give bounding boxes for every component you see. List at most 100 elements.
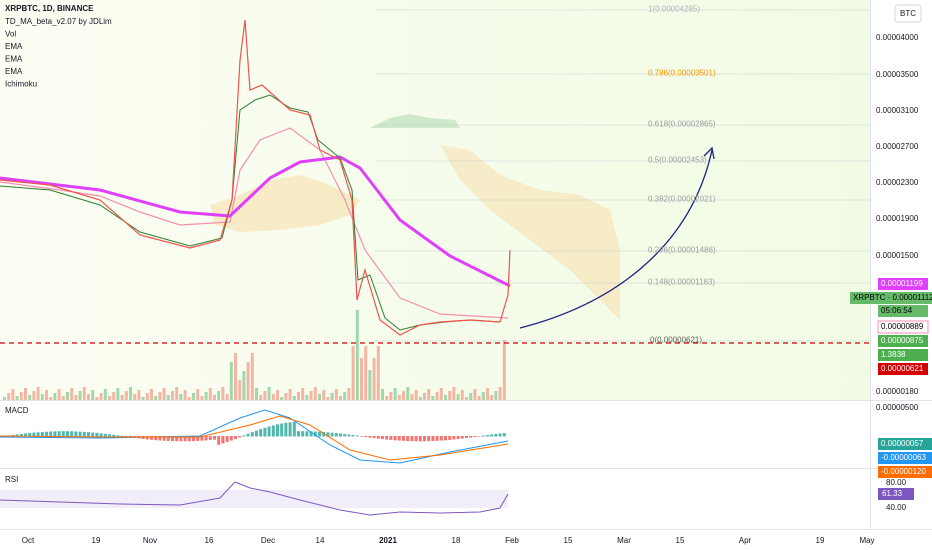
volume-bar [393, 388, 397, 400]
macd-bar [439, 436, 443, 441]
legend-entry: EMA [5, 67, 23, 76]
price-tag-label: 0.00001199 [881, 279, 923, 288]
price-tag-label: 0.00000875 [881, 336, 924, 345]
macd-bar [179, 436, 183, 442]
macd-bar [452, 436, 456, 440]
time-axis-label: May [859, 536, 874, 545]
macd-bar [473, 436, 477, 438]
volume-bar [145, 393, 149, 400]
macd-bar [120, 435, 124, 437]
volume-bar [477, 396, 481, 400]
rsi-pane [0, 469, 870, 529]
price-tag-label: 0.00000621 [881, 364, 924, 373]
time-axis-label: 15 [564, 536, 573, 545]
macd-bar [385, 436, 389, 440]
price-tag [878, 349, 928, 361]
macd-bar [40, 431, 44, 437]
macd-bar [402, 436, 405, 441]
macd-bar [393, 436, 397, 441]
macd-bar [229, 436, 233, 441]
price-axis-label: 0.00003500 [876, 70, 919, 79]
macd-bar [456, 436, 460, 440]
volume-bar [498, 387, 502, 400]
volume-bar [103, 389, 107, 400]
macd-bar [166, 436, 170, 441]
currency-label[interactable]: BTC [900, 9, 916, 18]
volume-bar [24, 388, 27, 400]
macd-bar [418, 436, 422, 442]
volume-bar [410, 394, 414, 400]
price-axis-label: 0.00004000 [876, 33, 919, 42]
ema-line [0, 155, 511, 288]
macd-bar [217, 436, 221, 445]
volume-bar [280, 397, 284, 400]
volume-bar [439, 388, 443, 400]
volume-bar [82, 387, 86, 400]
volume-bar [397, 395, 401, 400]
macd-bar [465, 436, 468, 439]
volume-bar [301, 388, 305, 400]
macd-bar [150, 436, 153, 440]
volume-bar [288, 389, 292, 400]
volume-bar [267, 387, 271, 400]
volume-bar [124, 391, 128, 400]
volume-bar [162, 388, 166, 400]
macd-bar [91, 432, 95, 437]
volume-bar [385, 396, 389, 400]
macd-bar [360, 436, 363, 437]
price-tag-label: 05:06:54 [881, 306, 913, 315]
time-axis-label: Nov [143, 536, 157, 545]
time-axis-label: 16 [205, 536, 214, 545]
macd-bar [162, 436, 166, 441]
volume-bar [15, 396, 19, 400]
macd-bar [267, 426, 271, 437]
macd-bar [66, 431, 69, 437]
fib-label: 0(0.00000621) [650, 336, 702, 345]
fib-label: 0.5(0.00002453) [648, 156, 707, 165]
volume-bar [141, 397, 145, 400]
volume-bar [246, 362, 250, 400]
pane-title: MACD [5, 406, 29, 415]
macd-bar [154, 436, 158, 441]
macd-bar [24, 433, 27, 437]
macd-bar [414, 436, 418, 442]
macd-tag [878, 466, 932, 478]
volume-bar [444, 395, 447, 400]
time-axis-label: 14 [316, 536, 325, 545]
volume-bar [494, 391, 498, 400]
price-tag-label: 0.00000889 [881, 322, 924, 331]
fib-label: 0.148(0.00001163) [648, 278, 715, 287]
macd-histogram [3, 421, 506, 445]
volume-bar [200, 396, 204, 400]
macd-bar [158, 436, 162, 441]
time-axis-label: Apr [739, 536, 752, 545]
macd-bar [280, 423, 284, 437]
macd-bar [45, 431, 48, 437]
macd-bar [322, 432, 326, 437]
macd-bar [70, 431, 74, 437]
price-tag [878, 363, 928, 375]
price-axis-label: 0.00002700 [876, 142, 919, 151]
macd-bar [82, 431, 86, 437]
volume-bar [297, 392, 300, 400]
fib-label: 0.382(0.00002021) [648, 195, 716, 204]
macd-bar [196, 436, 200, 441]
currency-button[interactable] [894, 4, 922, 23]
price-tag [877, 320, 929, 334]
macd-bar [351, 435, 355, 437]
macd-bar [200, 436, 204, 441]
volume-bar [116, 388, 120, 400]
volume-bar [250, 353, 254, 400]
volume-bar [351, 346, 355, 400]
volume-bar [53, 393, 57, 400]
macd-bar [78, 431, 82, 437]
price-axis-label: 0.00001500 [876, 251, 919, 260]
macd-bar [490, 434, 494, 437]
volume-bar [74, 395, 78, 400]
volume-bar [28, 395, 32, 400]
volume-bar [171, 391, 174, 400]
legend-entry: Vol [5, 30, 16, 39]
volume-bar [347, 388, 351, 400]
legend-entry: Ichimoku [5, 80, 37, 89]
rsi-tag-label: 61.33 [882, 489, 903, 498]
